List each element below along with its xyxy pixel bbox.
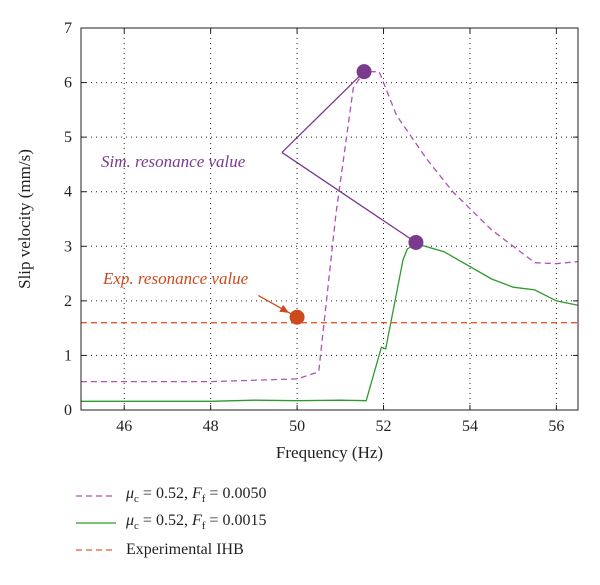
y-tick-label: 6	[64, 75, 72, 92]
legend-item-sim-ff-0015: μc = 0.52, Ff = 0.0015	[76, 509, 266, 536]
series-layer	[81, 71, 579, 402]
x-tick-label: 50	[289, 418, 305, 435]
y-tick-label: 7	[64, 20, 72, 37]
y-tick-label: 0	[64, 402, 72, 419]
annotation-exp-resonance: Exp. resonance value	[102, 269, 249, 288]
legend-swatch-purple-dashed	[76, 494, 116, 497]
marker-layer	[289, 64, 424, 325]
legend: μc = 0.52, Ff = 0.0050 μc = 0.52, Ff = 0…	[76, 482, 266, 563]
x-tick-label: 52	[376, 418, 392, 435]
x-tick-label: 48	[203, 418, 219, 435]
x-axis-label: Frequency (Hz)	[276, 443, 383, 462]
marker-sim-peak-green	[408, 234, 424, 250]
legend-label-sim-ff-0050: μc = 0.52, Ff = 0.0050	[126, 485, 267, 506]
annotation-layer: Sim. resonance value Exp. resonance value	[101, 71, 417, 318]
legend-label-sim-ff-0015: μc = 0.52, Ff = 0.0015	[126, 512, 267, 533]
series-line-sim_ff_0050	[81, 71, 579, 383]
legend-label-exp-ihb: Experimental IHB	[126, 540, 244, 558]
legend-swatch-orange-dashed	[76, 548, 116, 551]
legend-swatch-green-solid	[76, 521, 116, 524]
y-tick-label: 1	[64, 347, 72, 364]
annotation-arrowhead	[279, 304, 290, 313]
marker-sim-peak-purple	[356, 64, 372, 80]
y-tick-label: 4	[64, 184, 72, 201]
x-tick-label: 46	[116, 418, 132, 435]
plot-frame	[80, 27, 579, 411]
marker-exp-resonance	[289, 309, 305, 325]
annotation-leader-line	[281, 151, 417, 244]
legend-item-exp-ihb: Experimental IHB	[76, 536, 266, 563]
y-tick-label: 2	[64, 293, 72, 310]
series-line-sim_ff_0015	[81, 242, 579, 402]
legend-item-sim-ff-0050: μc = 0.52, Ff = 0.0050	[76, 482, 266, 509]
x-tick-label: 56	[548, 418, 564, 435]
annotation-leader-line	[281, 71, 365, 153]
y-tick-label: 3	[64, 238, 72, 255]
y-tick-label: 5	[64, 129, 72, 146]
chart-svg: Sim. resonance value Exp. resonance value…	[15, 20, 579, 462]
grid-lines	[81, 28, 578, 410]
x-tick-label: 54	[462, 418, 478, 435]
y-axis-label: Slip velocity (mm/s)	[15, 149, 34, 289]
annotation-sim-resonance: Sim. resonance value	[101, 152, 246, 171]
